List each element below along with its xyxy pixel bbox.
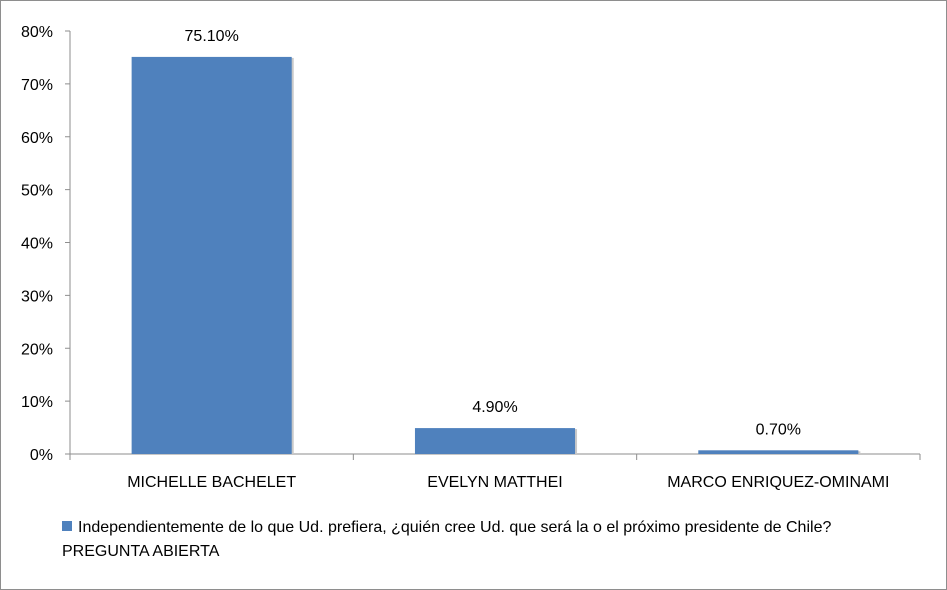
y-tick-label: 20% bbox=[21, 341, 53, 358]
legend-swatch bbox=[62, 521, 72, 531]
y-tick-label: 60% bbox=[21, 130, 53, 147]
category-label: MICHELLE BACHELET bbox=[127, 474, 296, 491]
legend-label: Independientemente de lo que Ud. prefier… bbox=[62, 519, 832, 560]
data-label: 0.70% bbox=[756, 421, 801, 438]
bar bbox=[414, 428, 576, 454]
bar bbox=[131, 56, 292, 454]
y-tick-label: 70% bbox=[21, 77, 53, 94]
bar-chart: 0% 10% 20% 30% 40% 50% 60% 70% 80% 75.10% MICHELLE… bbox=[21, 24, 921, 491]
category-label: EVELYN MATTHEI bbox=[427, 474, 562, 491]
bar bbox=[698, 450, 859, 454]
y-tick-label: 0% bbox=[30, 447, 53, 464]
y-tick-label: 80% bbox=[21, 24, 53, 41]
y-tick-label: 10% bbox=[21, 394, 53, 411]
data-label: 4.90% bbox=[472, 399, 517, 416]
legend: Independientemente de lo que Ud. prefier… bbox=[62, 516, 912, 564]
y-tick-label: 40% bbox=[21, 236, 53, 253]
category-label: MARCO ENRIQUEZ-OMINAMI bbox=[667, 474, 889, 491]
y-tick-label: 50% bbox=[21, 183, 53, 200]
y-tick-label: 30% bbox=[21, 288, 53, 305]
data-label: 75.10% bbox=[185, 28, 239, 45]
